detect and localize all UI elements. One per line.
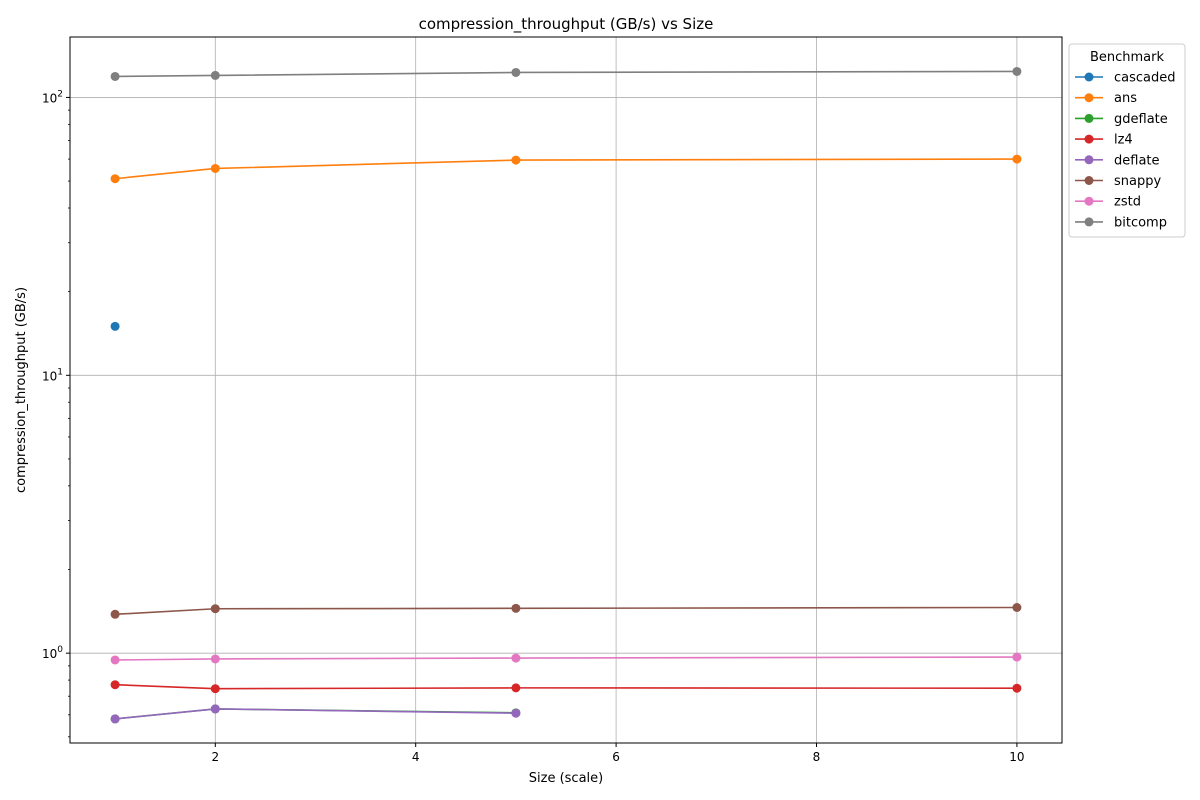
legend-marker-lz4 [1084,134,1094,144]
data-point-deflate [210,704,220,714]
series-layer [110,66,1022,724]
data-point-bitcomp [110,71,120,81]
y-tick-label: 100 [42,645,63,661]
data-point-lz4 [511,683,521,693]
y-tick-label: 102 [42,89,63,105]
series-cascaded [110,321,120,331]
data-point-bitcomp [511,67,521,77]
legend: Benchmark cascaded ans gdeflate lz4 deflate s… [1068,43,1186,238]
legend-marker-zstd [1084,196,1094,206]
series-line-zstd [115,656,1017,661]
data-point-ans [1012,154,1022,164]
legend-marker-gdeflate [1084,113,1094,123]
legend-marker-cascaded [1084,72,1094,82]
legend-marker-ans [1084,93,1094,103]
data-point-cascaded [110,321,120,331]
series-ans [110,154,1022,184]
series-line-ans [115,158,1017,180]
data-point-lz4 [110,680,120,690]
x-axis-label: Size (scale) [529,771,603,786]
data-point-snappy [110,609,120,619]
legend-label-ans: ans [1114,91,1137,106]
series-lz4 [110,680,1022,694]
series-line-lz4 [115,683,1017,690]
legend-box [1068,43,1186,238]
data-point-deflate [110,714,120,724]
y-axis-label: compression_throughput (GB/s) [14,287,29,493]
legend-label-lz4: lz4 [1114,133,1133,148]
legend-marker-bitcomp [1084,217,1094,227]
x-tick-label: 2 [211,750,219,764]
data-point-zstd [210,654,220,664]
data-point-ans [210,163,220,173]
chart-title: compression_throughput (GB/s) vs Size [419,15,714,34]
series-deflate [110,704,521,724]
legend-label-snappy: snappy [1114,174,1161,189]
x-tick-label: 8 [813,750,821,764]
series-snappy [110,602,1022,619]
legend-label-bitcomp: bitcomp [1114,215,1167,230]
data-point-lz4 [1012,683,1022,693]
x-tick-label: 10 [1009,750,1024,764]
data-point-snappy [210,604,220,614]
legend-label-cascaded: cascaded [1114,71,1176,86]
series-bitcomp [110,66,1022,81]
legend-title: Benchmark [1090,50,1165,65]
y-tick-label: 101 [42,367,63,383]
x-tick-label: 6 [612,750,620,764]
legend-items: cascaded ans gdeflate lz4 deflate snappy zstd b… [1075,71,1176,230]
data-point-bitcomp [1012,66,1022,76]
series-line-snappy [115,606,1017,616]
x-tick-label: 4 [412,750,420,764]
data-point-zstd [110,655,120,665]
series-line-bitcomp [115,70,1017,78]
plot-frame [69,36,1063,744]
data-point-zstd [1012,652,1022,662]
data-point-zstd [511,653,521,663]
legend-marker-deflate [1084,155,1094,165]
legend-label-gdeflate: gdeflate [1114,112,1168,127]
legend-label-deflate: deflate [1114,153,1160,168]
axis-ticks: 2 4 6 8 10 100 101 102 [42,89,1025,764]
series-zstd [110,652,1022,665]
data-point-ans [110,174,120,184]
data-point-ans [511,155,521,165]
data-point-deflate [511,708,521,718]
legend-marker-snappy [1084,176,1094,185]
data-point-bitcomp [210,70,220,80]
legend-label-zstd: zstd [1114,195,1141,210]
data-point-snappy [511,603,521,613]
data-point-lz4 [210,684,220,694]
data-point-snappy [1012,602,1022,612]
